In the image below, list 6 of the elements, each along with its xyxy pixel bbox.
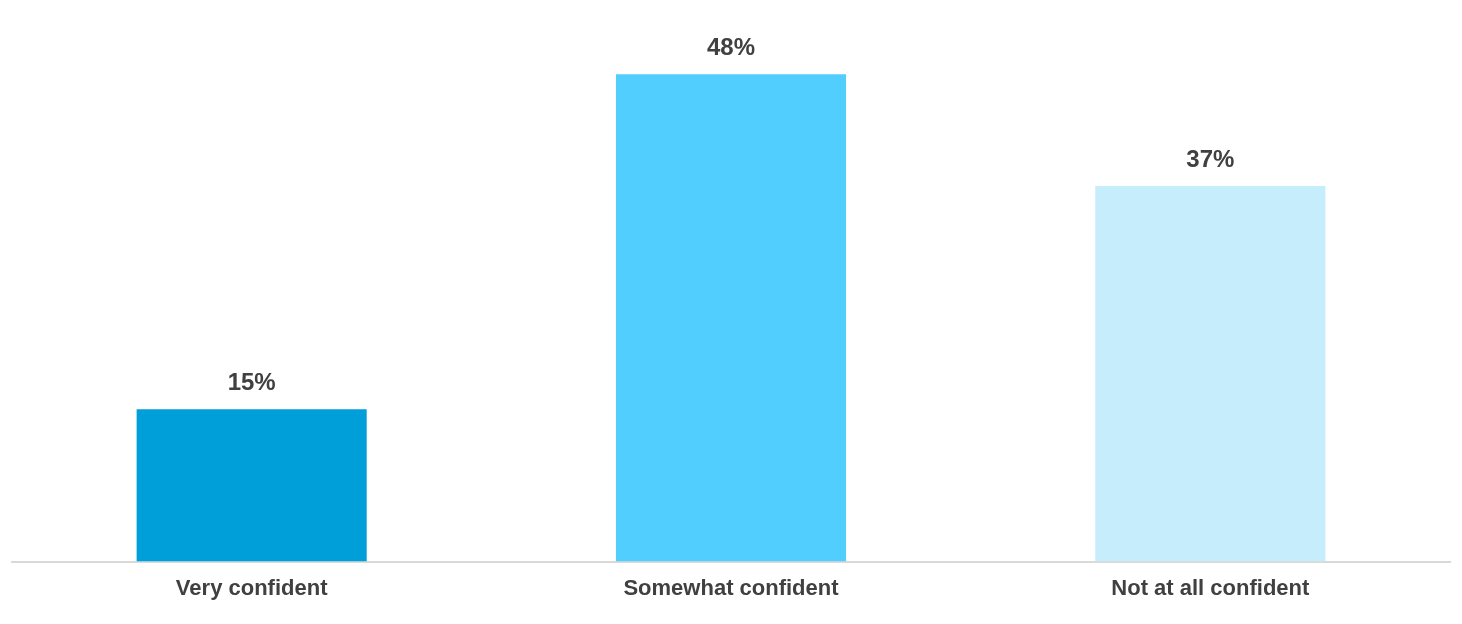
x-tick-label: Not at all confident bbox=[1111, 574, 1311, 600]
data-label: 37% bbox=[1186, 144, 1235, 172]
data-label: 48% bbox=[706, 32, 756, 60]
x-tick-label: Somewhat confident bbox=[623, 574, 840, 600]
x-tick-label: Very confident bbox=[175, 574, 329, 600]
data-label: 15% bbox=[227, 367, 276, 395]
